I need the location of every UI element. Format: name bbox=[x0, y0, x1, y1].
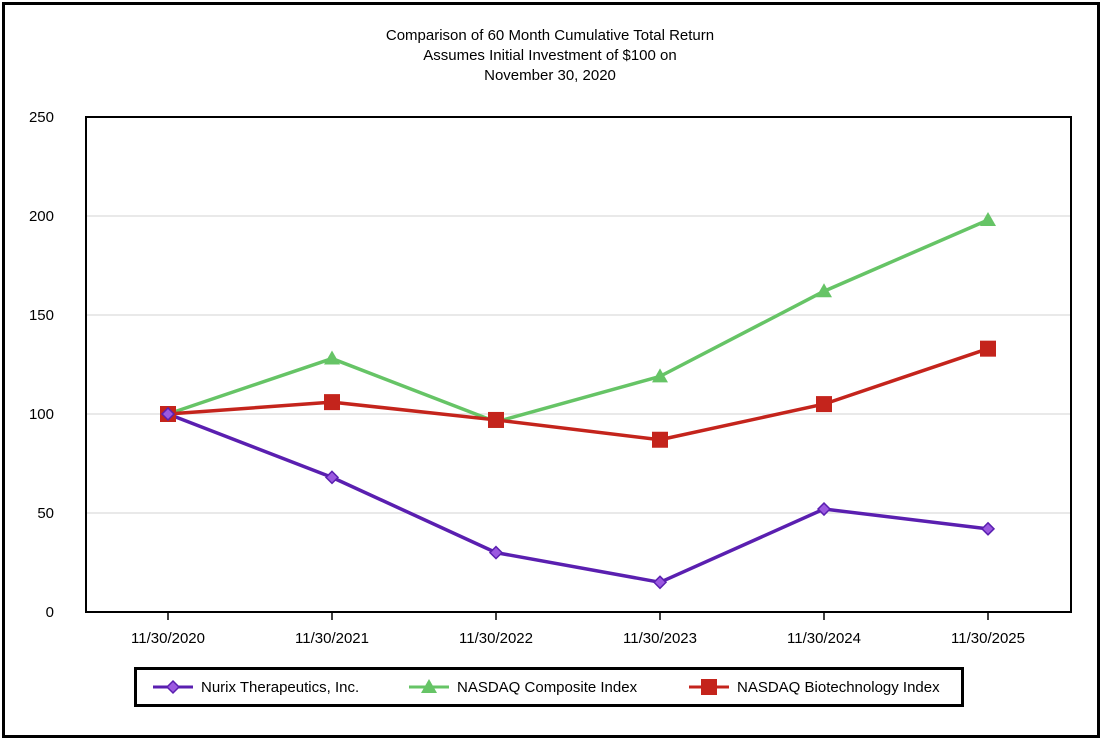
chart-title-line-1: Comparison of 60 Month Cumulative Total … bbox=[385, 27, 715, 44]
legend-marker-diamond bbox=[153, 679, 193, 695]
plot-area bbox=[85, 116, 1072, 613]
data-point-triangle bbox=[324, 350, 340, 365]
legend-label-nasdaq-composite: NASDAQ Composite Index bbox=[457, 678, 638, 696]
data-point-diamond bbox=[652, 575, 668, 590]
y-tick-label: 200 bbox=[29, 208, 54, 225]
y-tick-label: 250 bbox=[29, 109, 54, 126]
x-tick-label: 11/30/2023 bbox=[623, 630, 697, 647]
data-point-diamond bbox=[160, 406, 176, 422]
data-point-square bbox=[980, 340, 996, 357]
legend-item-nasdaq-biotech: NASDAQ Biotechnology Index bbox=[689, 670, 940, 704]
chart-title-line-2: Assumes Initial Investment of $100 on bbox=[423, 47, 677, 64]
data-point-square bbox=[816, 396, 832, 413]
data-point-triangle bbox=[816, 283, 832, 298]
data-point-diamond bbox=[324, 470, 340, 485]
legend-item-nasdaq-composite: NASDAQ Composite Index bbox=[409, 670, 637, 704]
x-tick-label: 11/30/2021 bbox=[295, 630, 369, 647]
series-line-square bbox=[167, 347, 989, 442]
series-line-triangle bbox=[167, 218, 989, 424]
data-point-square bbox=[652, 431, 668, 448]
chart-legend: Nurix Therapeutics, Inc. NASDAQ Composit… bbox=[134, 667, 964, 707]
data-point-diamond bbox=[816, 501, 832, 517]
data-point-diamond bbox=[980, 521, 996, 536]
series-line-diamond bbox=[167, 412, 989, 585]
legend-marker-square bbox=[689, 679, 729, 695]
legend-label-nurix: Nurix Therapeutics, Inc. bbox=[201, 678, 360, 696]
legend-item-nurix: Nurix Therapeutics, Inc. bbox=[153, 670, 359, 704]
data-point-triangle bbox=[980, 211, 996, 226]
chart-title-line-3: November 30, 2020 bbox=[484, 67, 616, 84]
data-point-triangle bbox=[652, 368, 668, 383]
data-point-diamond bbox=[488, 545, 504, 560]
x-tick-label: 11/30/2025 bbox=[951, 630, 1025, 647]
data-point-square bbox=[488, 411, 504, 428]
y-tick-label: 50 bbox=[37, 505, 54, 522]
legend-marker-triangle bbox=[409, 679, 449, 693]
legend-label-nasdaq-biotech: NASDAQ Biotechnology Index bbox=[737, 678, 940, 696]
y-tick-label: 100 bbox=[29, 406, 54, 423]
data-point-square bbox=[324, 394, 340, 411]
x-tick-label: 11/30/2022 bbox=[459, 630, 533, 647]
x-tick-label: 11/30/2020 bbox=[131, 630, 205, 647]
y-tick-label: 0 bbox=[46, 604, 54, 621]
x-tick-label: 11/30/2024 bbox=[787, 630, 861, 647]
y-tick-label: 150 bbox=[29, 307, 54, 324]
